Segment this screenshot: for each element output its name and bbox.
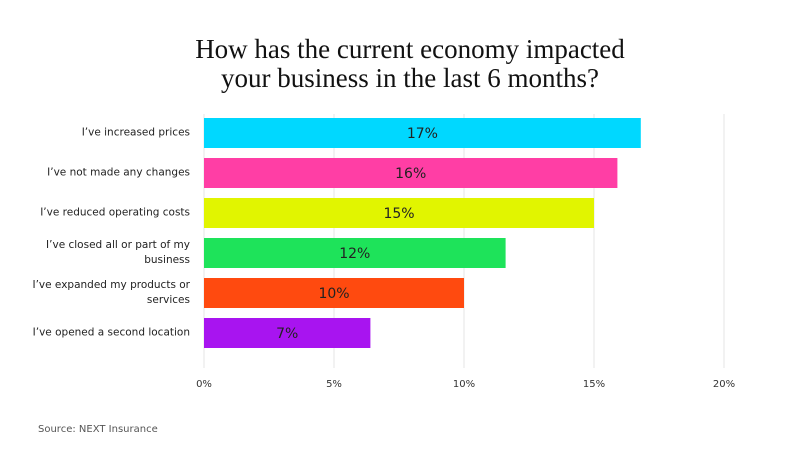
x-tick-label: 0% [196, 379, 212, 390]
bar [204, 118, 641, 148]
category-label: I’ve not made any changes [47, 166, 190, 179]
category-label: I’ve opened a second location [32, 326, 190, 339]
bar [204, 158, 618, 188]
value-label: 15% [383, 206, 414, 222]
category-label: I’ve reduced operating costs [40, 206, 190, 219]
x-tick-label: 5% [326, 379, 342, 390]
value-label: 17% [407, 126, 438, 142]
bar [204, 238, 506, 268]
chart-title: your business in the last 6 months? [221, 63, 599, 93]
value-label: 16% [395, 166, 426, 182]
chart-title: How has the current economy impacted [195, 34, 625, 64]
value-label: 7% [276, 326, 298, 342]
bar [204, 198, 594, 228]
value-label: 12% [339, 246, 370, 262]
value-label: 10% [318, 286, 349, 302]
x-tick-label: 20% [713, 379, 735, 390]
category-label: I’ve closed all or part of my business [46, 239, 190, 266]
source: Source: NEXT Insurance [38, 424, 158, 435]
x-tick-label: 10% [453, 379, 475, 390]
x-tick-label: 15% [583, 379, 605, 390]
category-label: I’ve expanded my products or services [32, 279, 190, 306]
bar [204, 318, 371, 348]
category-label: I’ve increased prices [81, 126, 190, 139]
bar [204, 278, 464, 308]
